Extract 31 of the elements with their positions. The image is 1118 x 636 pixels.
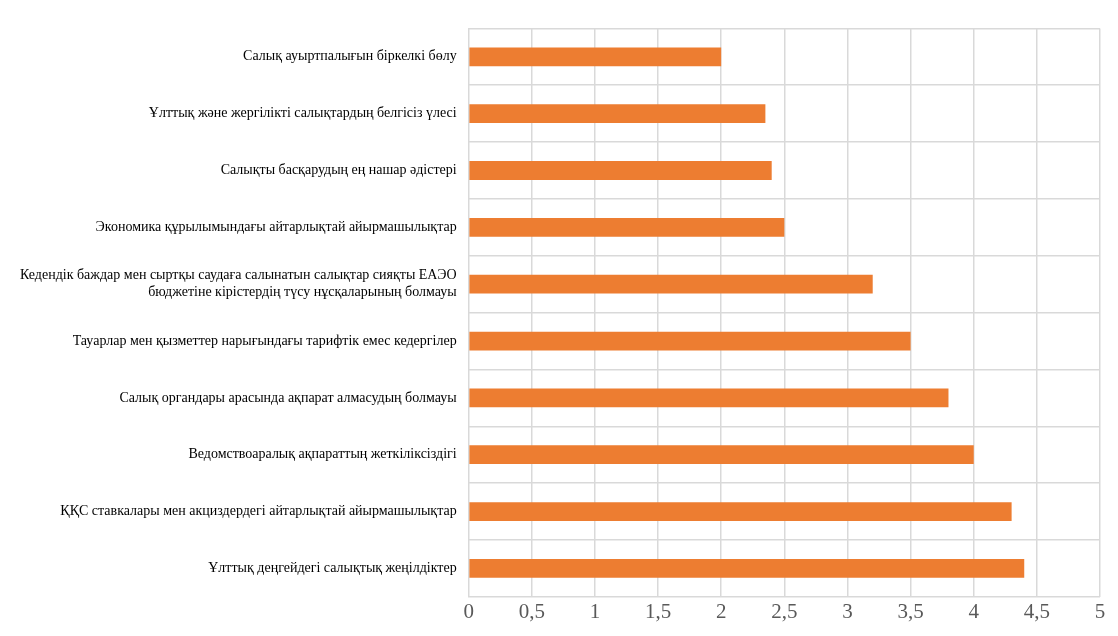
x-tick-label: 4: [968, 598, 980, 623]
y-tick-label: Кедендік баждар мен сыртқы саудаға салынатын салықтар сияқты ЕАЭО бюджетіне кірістердің түсу нұсқаларының болмауы: [20, 267, 458, 300]
x-tick-label: 1,5: [644, 598, 672, 623]
y-tick-label: Тауарлар мен қызметтер нарығындағы тарифтік емес кедергілер: [72, 332, 457, 348]
x-tick-label: 2: [715, 598, 727, 623]
bar: [469, 331, 911, 351]
x-tick-label: 0: [463, 598, 474, 623]
x-tick-label: 3,5: [897, 598, 924, 623]
x-tick-label: 4,5: [1023, 598, 1050, 623]
y-tick-label: ҚҚС ставкалары мен акциздердегі айтарлықтай айырмашылықтар: [60, 503, 457, 519]
y-tick-label: Ұлттық және жергілікті салықтардың белгісіз үлесі: [148, 105, 457, 121]
x-tick-label: 5: [1094, 598, 1106, 623]
x-tick-label: 1: [589, 598, 601, 623]
bar: [469, 104, 766, 124]
y-tick-label: Ұлттық деңгейдегі салықтық жеңілдіктер: [208, 560, 457, 576]
bar: [469, 217, 785, 237]
x-tick-label: 2,5: [771, 598, 798, 623]
y-tick-label: Салық ауыртпалығын біркелкі бөлу: [243, 48, 457, 64]
bar: [469, 559, 1025, 578]
x-tick-label: 0,5: [518, 598, 545, 623]
y-tick-label: Ведомствоаралық ақпараттың жеткіліксіздігі: [188, 446, 457, 462]
y-tick-label: Салықты басқарудың ең нашар әдістері: [220, 162, 457, 178]
y-tick-label: Салық органдары арасында ақпарат алмасудың болмауы: [119, 389, 458, 405]
x-tick-label: 3: [842, 598, 853, 623]
bar: [469, 445, 974, 465]
bar: [469, 274, 873, 294]
bar: [469, 161, 772, 180]
bar: [469, 388, 949, 408]
bar: [469, 502, 1012, 521]
y-tick-label: Экономика құрылымындағы айтарлықтай айырмашылықтар: [95, 219, 457, 235]
bar: [469, 47, 722, 67]
